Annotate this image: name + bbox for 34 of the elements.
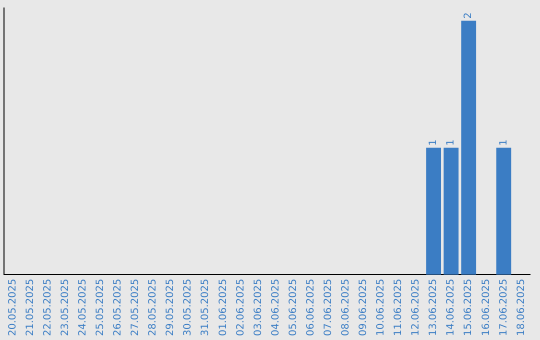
x-tick-label: 05.06.2025 [288, 278, 299, 336]
x-tick-label: 10.06.2025 [376, 278, 387, 336]
x-tick-label: 03.06.2025 [252, 278, 264, 336]
x-tick-label: 12.06.2025 [410, 278, 422, 336]
data-label: 1 [428, 139, 440, 146]
data-label: 1 [446, 139, 457, 146]
x-tick-label: 16.06.2025 [480, 278, 492, 336]
x-tick-label: 22.05.2025 [42, 278, 54, 336]
x-tick-label: 01.06.2025 [218, 278, 229, 336]
x-tick-label: 26.05.2025 [112, 278, 124, 336]
x-tick-label: 04.06.2025 [270, 278, 282, 336]
x-tick-label: 02.06.2025 [235, 278, 246, 336]
x-tick-label: 31.05.2025 [200, 278, 212, 336]
x-tick-label: 08.06.2025 [340, 278, 352, 336]
x-tick-label: 24.05.2025 [77, 278, 88, 336]
x-tick-label: 09.06.2025 [358, 278, 370, 336]
x-tick-label: 15.06.2025 [463, 278, 474, 336]
x-tick-label: 27.05.2025 [130, 278, 142, 336]
x-tick-label: 17.06.2025 [498, 278, 510, 336]
x-tick-label: 18.06.2025 [516, 278, 527, 336]
x-tick-label: 30.05.2025 [182, 278, 194, 336]
x-tick-label: 29.05.2025 [165, 278, 176, 336]
x-tick-label: 25.05.2025 [95, 278, 106, 336]
x-tick-label: 23.05.2025 [60, 278, 71, 336]
x-tick-label: 21.05.2025 [24, 278, 36, 336]
data-label: 1 [498, 139, 510, 146]
x-tick-label: 28.05.2025 [148, 278, 159, 336]
x-tick-label: 11.06.2025 [393, 278, 404, 336]
data-label: 2 [463, 12, 474, 19]
x-tick-label: 20.05.2025 [7, 278, 18, 336]
x-tick-label: 13.06.2025 [428, 278, 440, 336]
x-tick-label: 06.06.2025 [305, 278, 316, 336]
x-tick-label: 14.06.2025 [446, 278, 457, 336]
x-tick-label: 07.06.2025 [322, 278, 334, 336]
